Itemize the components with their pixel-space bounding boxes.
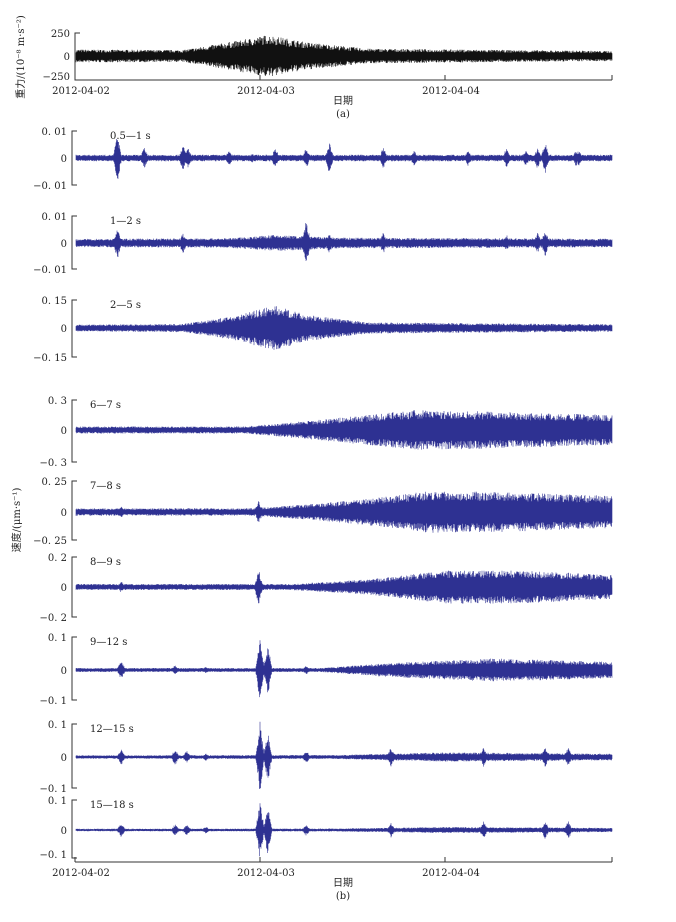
y-tick-label: 0. 1 — [48, 796, 67, 807]
x-tick-label: 2012-04-03 — [237, 868, 295, 879]
x-tick-label: 2012-04-03 — [237, 86, 295, 97]
y-axis — [71, 556, 77, 618]
x-tick-label: 2012-04-04 — [422, 86, 480, 97]
y-tick-label: −0. 1 — [40, 784, 67, 795]
y-axis — [71, 399, 77, 463]
y-tick-label: 0. 1 — [48, 633, 67, 644]
velocity-ylabel: 速度/(μm·s⁻¹) — [10, 488, 23, 553]
velocity-trace — [75, 139, 613, 179]
y-tick-label: 0 — [61, 826, 67, 837]
y-tick-label: 0 — [61, 583, 67, 594]
velocity-trace — [75, 721, 613, 789]
band-label: 2—5 s — [110, 300, 141, 311]
x-axis-label: 日期 — [333, 877, 353, 889]
y-tick-label: 0. 3 — [48, 396, 67, 407]
y-tick-label: 0. 15 — [42, 296, 67, 307]
y-tick-label: 0 — [61, 426, 67, 437]
y-axis — [71, 215, 77, 270]
y-tick-label: 0 — [61, 508, 67, 519]
y-tick-label: −0. 15 — [33, 353, 67, 364]
band-label: 15—18 s — [90, 800, 134, 811]
y-axis — [71, 130, 77, 186]
y-tick-label: 0. 1 — [48, 720, 67, 731]
panel-caption: (a) — [336, 109, 350, 120]
band-label: 0.5—1 s — [110, 131, 151, 142]
y-tick-label: −0. 3 — [40, 458, 67, 469]
band-label: 8—9 s — [90, 557, 121, 568]
band-label: 9—12 s — [90, 637, 127, 648]
y-axis — [71, 723, 77, 789]
y-tick-label: −0. 1 — [40, 850, 67, 861]
x-tick-label: 2012-04-02 — [52, 86, 110, 97]
y-tick-label: −0. 1 — [40, 696, 67, 707]
band-label: 12—15 s — [90, 724, 134, 735]
y-tick-label: 250 — [51, 29, 70, 40]
velocity-trace — [75, 410, 613, 450]
band-label: 7—8 s — [90, 481, 121, 492]
velocity-trace — [75, 306, 613, 350]
y-tick-label: 0 — [61, 666, 67, 677]
gravity-ylabel: 重力/(10⁻⁸ m·s⁻²) — [14, 15, 27, 99]
band-label: 6—7 s — [90, 400, 121, 411]
y-tick-label: 0. 2 — [48, 553, 67, 564]
y-tick-label: 0. 25 — [42, 477, 67, 488]
velocity-trace — [75, 223, 613, 261]
y-tick-label: −0. 25 — [33, 536, 67, 547]
velocity-trace — [75, 640, 613, 698]
band-label: 1—2 s — [110, 216, 141, 227]
x-tick-label: 2012-04-02 — [52, 868, 110, 879]
velocity-trace — [75, 570, 613, 604]
y-tick-label: −0. 01 — [33, 181, 67, 192]
y-tick-label: 0 — [61, 154, 67, 165]
y-tick-label: 0 — [61, 753, 67, 764]
gravity-trace — [75, 35, 613, 76]
velocity-trace — [75, 803, 613, 857]
y-tick-label: 0 — [61, 324, 67, 335]
y-tick-label: −0. 01 — [33, 265, 67, 276]
velocity-trace — [75, 491, 613, 533]
panel-caption: (b) — [336, 891, 350, 902]
y-tick-label: 0. 01 — [42, 127, 67, 138]
y-axis — [71, 480, 77, 541]
y-tick-label: −250 — [43, 72, 70, 83]
y-tick-label: −0. 2 — [40, 613, 67, 624]
y-tick-label: 0 — [64, 52, 70, 63]
y-tick-label: 0. 01 — [42, 212, 67, 223]
y-axis — [71, 636, 77, 701]
y-tick-label: 0 — [61, 239, 67, 250]
x-axis-label: 日期 — [333, 95, 353, 107]
x-tick-label: 2012-04-04 — [422, 868, 480, 879]
y-axis — [71, 299, 77, 358]
